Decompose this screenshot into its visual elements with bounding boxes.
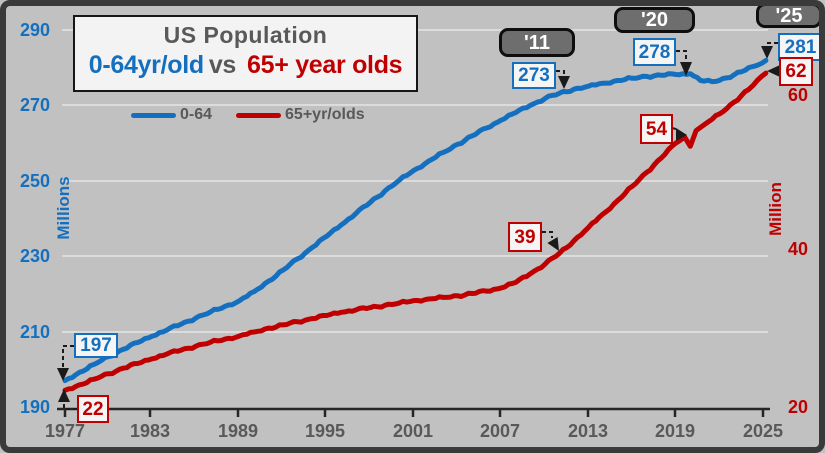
annotation-arrows [57,42,780,410]
chart-title: US Population [163,22,328,48]
y-left-tick-250: 250 [19,171,50,191]
callout-value-197: 197 [74,333,118,358]
x-tick-2025: 2025 [742,421,784,441]
y-left-tick-210: 210 [19,322,50,342]
x-tick-1983: 1983 [129,421,171,441]
y-right-tick-40: 40 [788,239,809,259]
subtitle-red-part: 65+ year olds [247,51,403,79]
legend-label-65plus: 65+yr/olds [285,106,365,123]
legend-swatch-0-64 [131,112,176,118]
callout-value-54: 54 [640,114,673,144]
subtitle-blue-part: 0-64yr/old [88,51,204,79]
x-tick-2007: 2007 [479,421,521,441]
year-marker-2020: '20 [614,7,695,33]
callout-value-22: 22 [77,395,109,423]
y-left-tick-290: 290 [19,20,50,40]
series-line-65plus [62,70,769,393]
x-tick-1989: 1989 [217,421,259,441]
x-tick-1977: 1977 [44,421,86,441]
series-line-0-64 [62,58,769,384]
y-right-tick-20: 20 [788,397,809,417]
legend: 0-64 65+yr/olds [131,106,389,124]
y-right-axis-title: Million [766,182,785,236]
x-axis-line [57,407,770,417]
legend-swatch-65plus [236,112,282,118]
chart-subtitle: 0-64yr/old vs 65+ year olds [75,51,416,80]
x-tick-2019: 2019 [654,421,696,441]
chart-title-box: US Population 0-64yr/old vs 65+ year olds [73,15,418,92]
legend-label-0-64: 0-64 [180,106,213,123]
year-marker-2025: '25 [756,3,822,28]
year-marker-2011: '11 [499,28,575,57]
callout-value-62: 62 [779,57,813,86]
x-tick-1995: 1995 [304,421,346,441]
x-tick-2001: 2001 [392,421,434,441]
y-right-tick-60: 60 [788,85,809,105]
callout-value-273: 273 [512,62,556,89]
callout-value-39: 39 [508,222,542,252]
y-left-axis-title: Millions [54,176,73,240]
callout-value-278: 278 [633,38,676,66]
y-left-tick-190: 190 [19,397,50,417]
subtitle-vs: vs [208,51,237,79]
y-left-tick-270: 270 [19,95,50,115]
y-left-tick-230: 230 [19,246,50,266]
x-tick-2013: 2013 [567,421,609,441]
